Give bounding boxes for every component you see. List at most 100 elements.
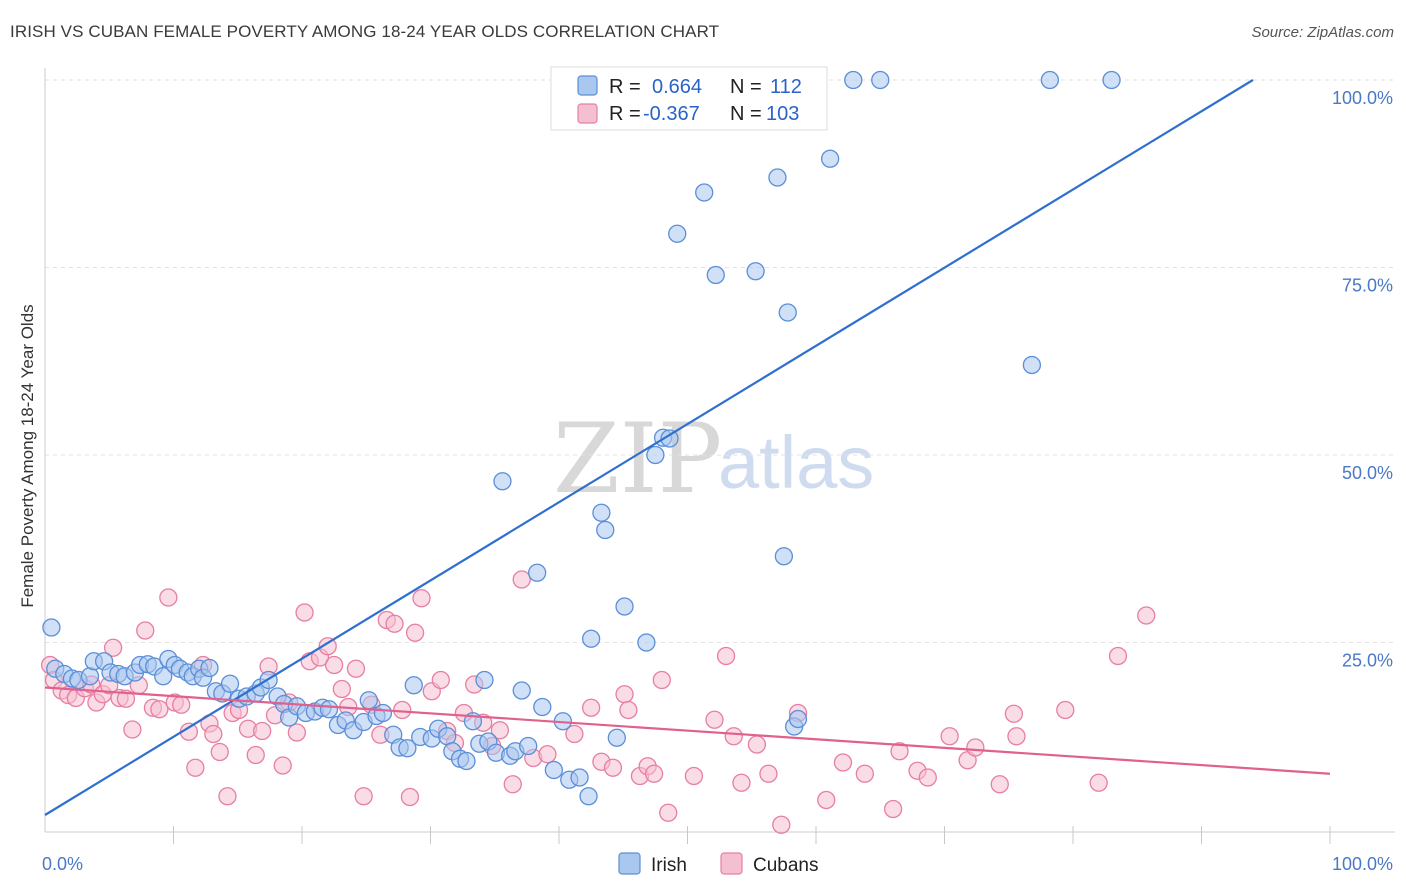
cubans-point-88 — [817, 790, 836, 810]
cubans-point-68 — [565, 724, 584, 744]
cubans-point-104 — [1137, 606, 1156, 625]
cubans-point-15 — [136, 621, 155, 640]
cubans-point-102 — [1089, 773, 1108, 792]
legend: R = 0.664 N = 112 R = -0.367 N = 103 — [550, 66, 828, 131]
irish-point-77 — [596, 520, 615, 540]
cubans-point-41 — [318, 637, 337, 656]
irish-point-63 — [493, 472, 512, 491]
cubans-point-63 — [490, 721, 510, 740]
cubans-trend-line — [44, 686, 1331, 775]
irish-point-67 — [519, 736, 538, 756]
irish-point-74 — [579, 787, 598, 806]
watermark-atlas: atlas — [718, 421, 874, 504]
cubans-point-98 — [990, 775, 1009, 794]
cubans-points — [40, 570, 1156, 834]
x-tick-label-0: 0.0% — [42, 854, 83, 874]
cubans-point-38 — [295, 603, 314, 622]
cubans-point-56 — [431, 670, 450, 690]
cubans-point-50 — [385, 614, 404, 633]
legend-irish-n-label: N = — [730, 76, 762, 98]
irish-point-86 — [706, 265, 725, 285]
irish-point-96 — [820, 149, 840, 168]
irish-point-91 — [774, 547, 794, 566]
x-tick-labels: 0.0% 100.0% — [42, 854, 1393, 874]
irish-point-26 — [220, 674, 240, 693]
cubans-point-20 — [172, 695, 191, 714]
bottom-legend-irish-label: Irish — [651, 855, 687, 876]
cubans-point-86 — [772, 815, 791, 834]
cubans-point-53 — [405, 623, 425, 642]
cubans-point-22 — [186, 758, 205, 777]
cubans-point-26 — [210, 742, 229, 762]
cubans-point-65 — [512, 570, 531, 589]
legend-irish-r-value: 0.664 — [652, 76, 702, 98]
cubans-point-95 — [940, 727, 959, 746]
bottom-legend-cubans-label: Cubans — [753, 855, 819, 876]
trend-lines — [44, 79, 1331, 816]
irish-point-101 — [1102, 70, 1121, 90]
irish-point-68 — [528, 563, 547, 582]
cubans-point-97 — [966, 738, 985, 757]
irish-point-85 — [695, 183, 714, 202]
cubans-point-69 — [581, 698, 601, 717]
irish-point-79 — [615, 597, 634, 616]
irish-point-81 — [646, 445, 665, 465]
cubans-point-72 — [615, 685, 634, 704]
irish-point-69 — [533, 697, 552, 717]
cubans-point-27 — [218, 787, 237, 806]
cubans-point-43 — [332, 679, 351, 699]
bottom-legend-cubans-swatch — [720, 852, 743, 875]
y-tick-labels: 25.0% 50.0% 75.0% 100.0% — [1332, 88, 1393, 671]
cubans-point-35 — [273, 756, 292, 775]
irish-point-84 — [668, 224, 687, 243]
cubans-point-77 — [652, 670, 671, 690]
y-tick-label-0: 25.0% — [1342, 651, 1393, 671]
legend-cubans-r-label: R = — [609, 103, 641, 125]
irish-point-92 — [778, 303, 797, 322]
cubans-point-54 — [412, 589, 431, 608]
irish-point-94 — [788, 709, 808, 729]
legend-cubans-r-value: -0.367 — [643, 103, 700, 125]
cubans-point-37 — [287, 723, 307, 742]
cubans-point-46 — [354, 787, 373, 806]
chart-title: IRISH VS CUBAN FEMALE POVERTY AMONG 18-2… — [10, 22, 720, 41]
cubans-point-73 — [619, 700, 638, 720]
irish-point-75 — [581, 629, 601, 648]
x-tick-label-1: 100.0% — [1332, 854, 1393, 874]
cubans-point-67 — [538, 745, 557, 764]
cubans-point-82 — [724, 727, 743, 746]
irish-point-0 — [42, 618, 61, 637]
y-tick-label-1: 50.0% — [1342, 463, 1393, 483]
cubans-point-42 — [324, 655, 344, 675]
legend-irish-swatch — [577, 75, 598, 96]
irish-point-5 — [80, 667, 100, 686]
irish-point-78 — [607, 728, 626, 747]
irish-point-15 — [154, 667, 173, 686]
cubans-point-99 — [1004, 704, 1024, 723]
irish-point-57 — [457, 751, 476, 771]
bottom-legend: Irish Cubans — [618, 852, 819, 876]
cubans-point-83 — [732, 773, 751, 792]
legend-cubans-swatch — [577, 103, 598, 124]
cubans-point-85 — [759, 764, 778, 783]
cubans-point-78 — [659, 803, 678, 822]
cubans-point-84 — [747, 735, 767, 754]
bottom-legend-irish-swatch — [618, 852, 641, 875]
gridlines — [45, 79, 1395, 643]
irish-point-80 — [637, 633, 656, 652]
watermark: ZIP atlas — [553, 403, 874, 515]
cubans-point-92 — [890, 742, 909, 761]
cubans-point-17 — [150, 700, 169, 719]
cubans-point-71 — [603, 758, 623, 777]
irish-point-44 — [359, 691, 378, 710]
legend-cubans-n-label: N = — [730, 103, 762, 125]
watermark-zip: ZIP — [553, 403, 722, 515]
irish-point-100 — [1040, 70, 1060, 90]
irish-point-98 — [871, 70, 890, 90]
irish-point-70 — [544, 760, 564, 780]
y-tick-label-3: 100.0% — [1332, 88, 1393, 108]
cubans-point-94 — [918, 768, 937, 787]
irish-point-46 — [373, 703, 393, 723]
legend-cubans-n-value: 103 — [766, 103, 799, 125]
